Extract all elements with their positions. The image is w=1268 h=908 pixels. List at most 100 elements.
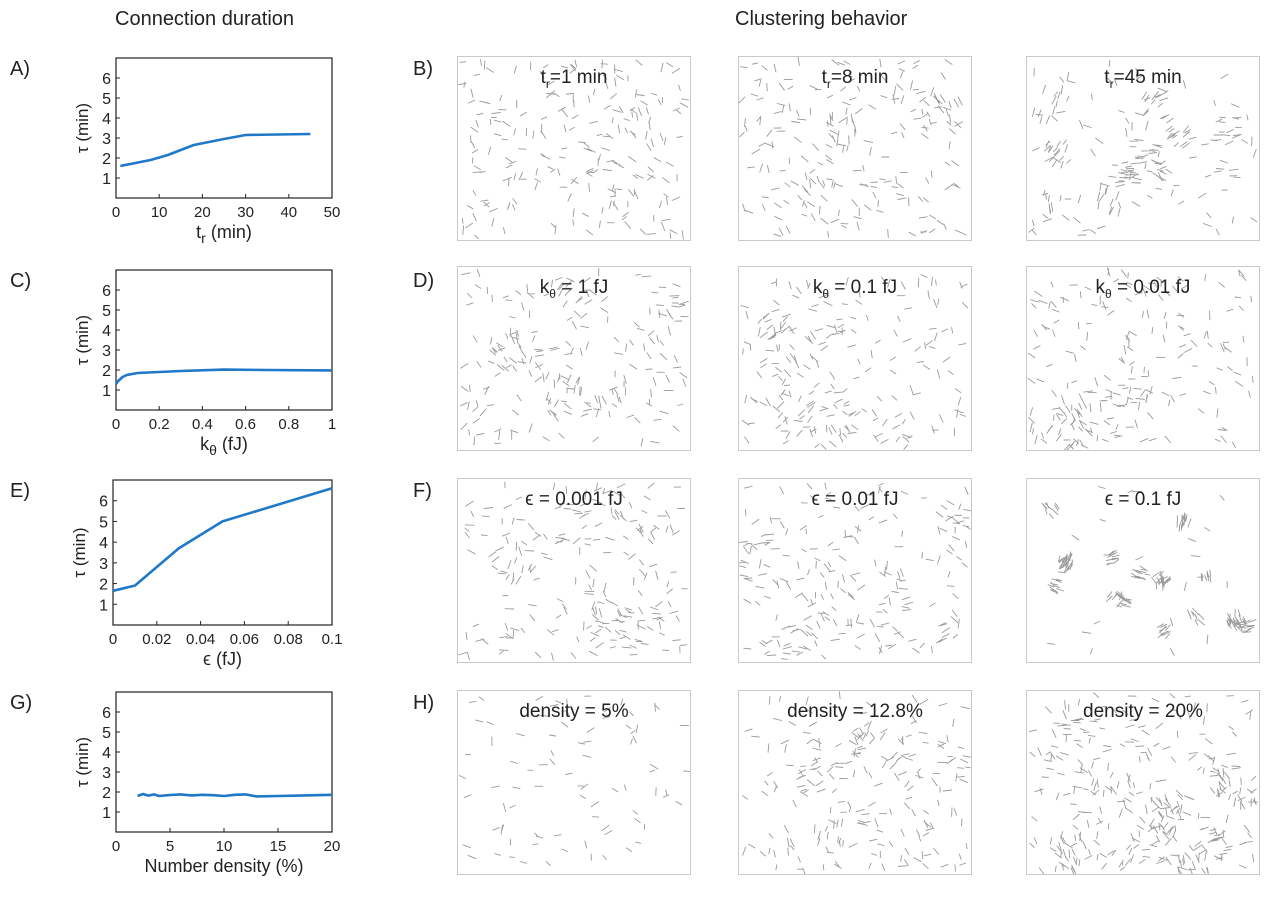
x-tick-label: 0.2 <box>149 416 170 433</box>
particles <box>1027 267 1254 450</box>
particles <box>740 274 969 450</box>
simulation-snapshot-d-1: kθ = 1 fJ <box>457 266 691 451</box>
particle-field <box>740 274 969 450</box>
y-tick-label: 6 <box>102 705 111 722</box>
simulation-snapshot-d-2: kθ = 0.1 fJ <box>738 266 972 451</box>
x-tick-label: 0.08 <box>274 631 303 648</box>
chart-a: 1 2 3 4 5 6 0 10 20 30 40 50 tr​ (min) τ (min) <box>73 57 341 246</box>
y-tick-label: 4 <box>102 111 111 128</box>
x-tick-label: 0 <box>112 416 120 433</box>
x-tick-label: 0.1 <box>322 631 343 648</box>
series-line <box>112 487 333 593</box>
particles <box>742 691 971 874</box>
x-axis-label: Number density (%) <box>144 856 303 876</box>
plot-frame <box>115 57 333 199</box>
simulation-snapshot-h-3: density = 20% <box>1026 690 1260 875</box>
panel-label-b: B) <box>413 58 433 80</box>
y-tick-label: 1 <box>99 597 108 614</box>
y-tick-label: 3 <box>99 556 108 573</box>
series-line <box>120 132 311 168</box>
particles <box>739 482 971 660</box>
x-tick-label: 1 <box>328 416 336 433</box>
simulation-snapshot-h-1: density = 5% <box>457 690 691 875</box>
y-tick-label: 5 <box>102 303 111 320</box>
y-axis-label: τ (min) <box>73 315 92 365</box>
particles <box>1028 59 1258 236</box>
chart-g: 1 2 3 4 5 6 0 5 10 15 20 Number density (%) τ (min) <box>73 691 341 876</box>
y-tick-label: 2 <box>99 577 108 594</box>
snapshot-label: ϵ = 0.001 fJ <box>525 489 623 510</box>
y-tick-label: 6 <box>102 283 111 300</box>
snapshot-label: kθ = 0.1 fJ <box>812 277 898 301</box>
y-tick-label: 2 <box>102 151 111 168</box>
x-tick-label: 50 <box>324 204 341 221</box>
y-axis-label: τ (min) <box>73 737 92 787</box>
particle-field <box>1028 59 1258 236</box>
particle-field <box>460 267 689 447</box>
particle-field <box>742 691 971 874</box>
snapshot-label: kθ = 0.01 fJ <box>1095 277 1191 301</box>
particles <box>458 59 689 240</box>
y-tick-label: 1 <box>102 805 111 822</box>
x-tick-label: 0.4 <box>192 416 213 433</box>
particle-field <box>1029 692 1258 874</box>
x-axis-label: ϵ (fJ) <box>203 649 242 669</box>
particles <box>460 267 689 447</box>
snapshot-label: ϵ = 0.01 fJ <box>811 489 899 510</box>
panel-label-c: C) <box>10 270 32 292</box>
chart-e: 1 2 3 4 5 6 0 0.02 0.04 0.06 0.08 0.1 ϵ (fJ) τ (min) <box>70 479 343 669</box>
particle-field <box>458 481 688 661</box>
y-tick-label: 5 <box>99 514 108 531</box>
x-tick-label: 10 <box>151 204 168 221</box>
plot-frame <box>112 479 333 626</box>
panel-label-h: H) <box>413 692 435 714</box>
particle-field <box>739 482 971 660</box>
panel-label-d: D) <box>413 270 435 292</box>
y-axis-label: τ (min) <box>73 103 92 153</box>
particle-field <box>739 57 967 238</box>
x-tick-label: 0.02 <box>142 631 171 648</box>
simulation-snapshot-f-2: ϵ = 0.01 fJ <box>738 478 972 663</box>
y-tick-label: 5 <box>102 725 111 742</box>
x-axis-label: tr​ (min) <box>196 222 252 246</box>
y-tick-label: 3 <box>102 343 111 360</box>
simulation-snapshot-f-1: ϵ = 0.001 fJ <box>457 478 691 663</box>
y-tick-label: 2 <box>102 785 111 802</box>
y-tick-label: 6 <box>102 71 111 88</box>
snapshot-label: kθ = 1 fJ <box>539 277 609 301</box>
series-line <box>137 792 333 798</box>
snapshot-label: ϵ = 0.1 fJ <box>1104 489 1182 510</box>
particle-field <box>458 59 689 240</box>
x-tick-label: 20 <box>194 204 211 221</box>
particles <box>458 695 690 866</box>
x-tick-label: 10 <box>216 838 233 855</box>
y-tick-label: 3 <box>102 131 111 148</box>
x-tick-label: 0 <box>109 631 117 648</box>
x-tick-label: 0.8 <box>278 416 299 433</box>
y-tick-label: 4 <box>99 535 108 552</box>
x-tick-label: 20 <box>324 838 341 855</box>
simulation-snapshot-f-3: ϵ = 0.1 fJ <box>1026 478 1260 663</box>
particles <box>458 481 688 661</box>
simulation-snapshot-b-3: tr=45 min <box>1026 56 1260 241</box>
plot-frame <box>115 691 333 833</box>
simulation-snapshot-d-3: kθ = 0.01 fJ <box>1026 266 1260 451</box>
right-column-title: Clustering behavior <box>735 8 908 30</box>
simulation-snapshot-b-1: tr=1 min <box>457 56 691 241</box>
panel-label-a: A) <box>10 58 30 80</box>
panel-label-e: E) <box>10 480 30 502</box>
particle-field <box>1041 486 1257 656</box>
x-tick-label: 40 <box>280 204 297 221</box>
y-tick-label: 2 <box>102 363 111 380</box>
snapshot-label: density = 12.8% <box>787 701 923 722</box>
x-tick-label: 15 <box>270 838 287 855</box>
snapshot-label: tr=1 min <box>540 67 608 91</box>
particle-field <box>1027 267 1254 450</box>
particle-field <box>458 695 690 866</box>
left-column-title: Connection duration <box>115 8 295 30</box>
chart-c: 1 2 3 4 5 6 0 0.2 0.4 0.6 0.8 1 kθ​ (fJ) τ (min) <box>73 269 336 458</box>
y-tick-label: 6 <box>99 494 108 511</box>
x-tick-label: 0.04 <box>186 631 215 648</box>
x-tick-label: 30 <box>237 204 254 221</box>
